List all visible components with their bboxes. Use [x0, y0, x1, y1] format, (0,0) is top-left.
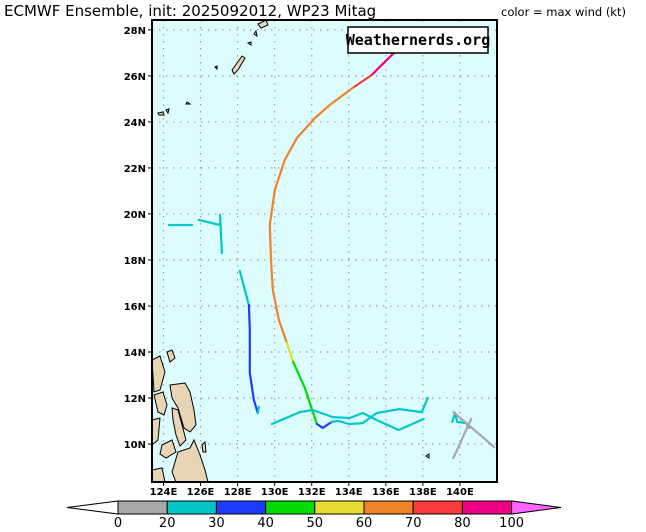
track-segment — [452, 417, 473, 460]
philippines-land — [159, 439, 177, 459]
philippines-land — [152, 355, 166, 393]
lat-tick-label: 12N — [124, 394, 146, 405]
sakishima-island — [157, 111, 165, 116]
lat-tick-label: 26N — [124, 72, 146, 83]
colorbar-bin — [166, 500, 217, 515]
wind-colorbar: 0 20 30 40 50 60 70 80 100 — [66, 500, 562, 531]
color-legend-note: color = max wind (kt) — [501, 5, 626, 19]
ensemble-tracks — [167, 47, 496, 460]
colorbar-label: 30 — [208, 516, 225, 531]
colorbar-label: 40 — [257, 516, 274, 531]
philippines-land — [166, 349, 176, 363]
track-segment — [285, 341, 295, 363]
track-segment — [452, 411, 496, 449]
lat-tick-label: 28N — [124, 26, 146, 37]
colorbar-bin — [461, 500, 513, 515]
sakishima-island — [165, 108, 170, 115]
track-segment — [218, 213, 223, 255]
lon-tick-label: 136E — [372, 487, 400, 498]
colorbar-bin — [265, 500, 316, 515]
chart-title: ECMWF Ensemble, init: 2025092012, WP23 M… — [4, 2, 377, 20]
track-segment — [292, 360, 318, 426]
mindanao-land — [171, 438, 209, 482]
colorbar-label: 70 — [405, 516, 422, 531]
colorbar-bin — [363, 500, 414, 515]
colorbar-label: 80 — [454, 516, 471, 531]
track-segment — [330, 396, 429, 426]
okinawa-island — [231, 55, 246, 75]
philippines-land — [201, 440, 207, 453]
track-segment — [247, 304, 259, 415]
colorbar-bin — [117, 500, 168, 515]
lon-tick-label: 134E — [335, 487, 363, 498]
lon-tick-label: 140E — [446, 487, 474, 498]
ocean-background — [152, 20, 497, 482]
lat-tick-label: 18N — [124, 256, 146, 267]
ryukyu-island — [246, 41, 252, 46]
track-segment — [270, 408, 425, 432]
ryukyu-island — [253, 29, 258, 38]
colorbar-label: 60 — [356, 516, 373, 531]
samar-island — [169, 382, 197, 433]
map-frame — [151, 19, 498, 483]
philippines-land — [152, 417, 161, 446]
colorbar-under-triangle — [66, 500, 119, 515]
colorbar-label: 50 — [307, 516, 324, 531]
track-segment — [256, 405, 260, 415]
watermark-box: Weathernerds.org — [346, 26, 491, 54]
colorbar-bin — [314, 500, 365, 515]
philippines-land — [152, 467, 166, 482]
lon-tick-label: 132E — [298, 487, 326, 498]
track-segment — [351, 73, 373, 90]
ryukyu-island — [257, 20, 269, 29]
lat-tick-label: 16N — [124, 302, 146, 313]
lat-tick-label: 14N — [124, 348, 146, 359]
track-segment — [268, 86, 354, 345]
lon-tick-label: 130E — [261, 487, 289, 498]
colorbar-bin — [215, 500, 267, 515]
sakishima-island — [185, 101, 192, 105]
land-masses — [152, 20, 430, 482]
axis-labels: 124E 126E 128E 130E 132E 134E 136E 138E 140E 10N 1… — [124, 26, 474, 498]
ryukyu-island — [214, 65, 218, 71]
lon-tick-label: 126E — [187, 487, 215, 498]
lat-tick-label: 20N — [124, 210, 146, 221]
lat-tick-label: 24N — [124, 118, 146, 129]
lat-tick-label: 10N — [124, 440, 146, 451]
small-island — [425, 453, 430, 459]
philippines-land — [153, 391, 168, 416]
colorbar-label: 20 — [159, 516, 176, 531]
colorbar-label: 0 — [114, 516, 122, 531]
lat-tick-label: 22N — [124, 164, 146, 175]
track-segment — [197, 218, 222, 227]
colorbar-label: 100 — [499, 516, 524, 531]
track-segment — [315, 420, 333, 429]
watermark-logo: Weathernerds.org — [346, 31, 491, 49]
colorbar-bin — [412, 500, 463, 515]
lon-tick-label: 138E — [409, 487, 437, 498]
leyte-island — [171, 407, 187, 447]
lon-tick-label: 128E — [224, 487, 252, 498]
colorbar-over-triangle — [511, 500, 562, 515]
graticule — [152, 20, 497, 482]
track-segment — [238, 269, 250, 307]
lon-tick-label: 124E — [150, 487, 178, 498]
